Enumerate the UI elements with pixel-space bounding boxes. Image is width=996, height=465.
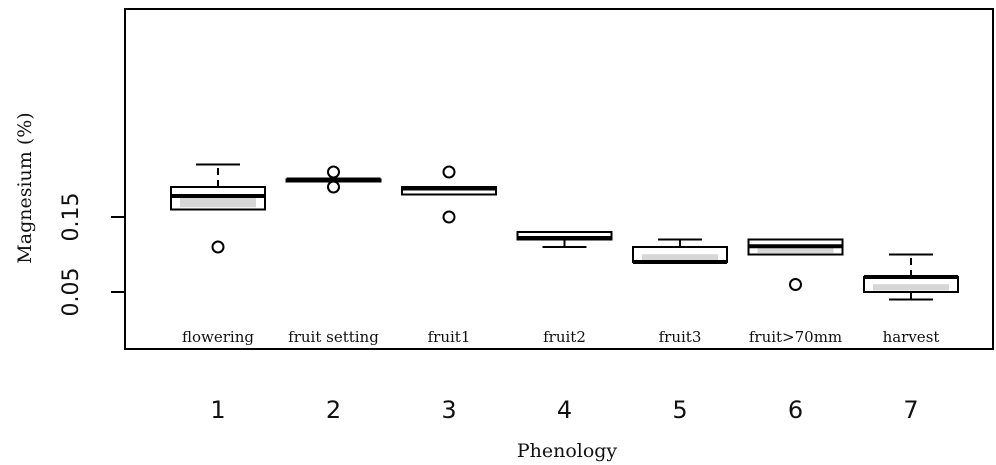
box-shading (642, 254, 718, 261)
box-6 (747, 238, 844, 291)
box-shading (873, 284, 949, 291)
x-tick-label: 3 (441, 396, 456, 424)
stage-label: fruit3 (659, 328, 702, 346)
outlier-point (327, 165, 340, 179)
stage-label: flowering (182, 328, 254, 346)
stage-label: harvest (883, 328, 940, 346)
box-group (170, 163, 959, 301)
outlier-point (442, 165, 456, 179)
stage-label: fruit>70mm (749, 328, 842, 346)
x-tick-label: 4 (557, 396, 572, 424)
box-3 (401, 165, 497, 224)
outlier-point (442, 210, 456, 224)
y-axis: 0.05 0.15 (59, 193, 125, 317)
x-axis: flowering 1 fruit setting 2 fruit1 3 fruit2 4 fr… (182, 328, 939, 424)
y-tick-label: 0.15 (59, 193, 84, 242)
x-tick-label: 2 (326, 396, 341, 424)
y-axis-title: Magnesium (%) (14, 112, 36, 263)
x-tick-label: 5 (672, 396, 687, 424)
stage-label: fruit1 (428, 328, 471, 346)
outlier-point (327, 180, 340, 194)
outlier-point (211, 240, 225, 254)
stage-label: fruit setting (288, 328, 379, 346)
box-5 (632, 238, 728, 264)
x-tick-label: 6 (788, 396, 803, 424)
box-4 (516, 231, 613, 248)
box-7 (863, 253, 959, 301)
stage-label: fruit2 (543, 328, 586, 346)
x-tick-label: 7 (903, 396, 918, 424)
box-1 (170, 163, 266, 254)
box-shading (757, 246, 834, 253)
plot-frame (124, 8, 994, 350)
box-2 (285, 165, 382, 194)
box-shading (180, 197, 256, 208)
y-tick-label: 0.05 (59, 268, 84, 317)
x-tick-label: 1 (210, 396, 225, 424)
x-axis-title: Phenology (517, 440, 618, 462)
outlier-point (789, 278, 802, 291)
